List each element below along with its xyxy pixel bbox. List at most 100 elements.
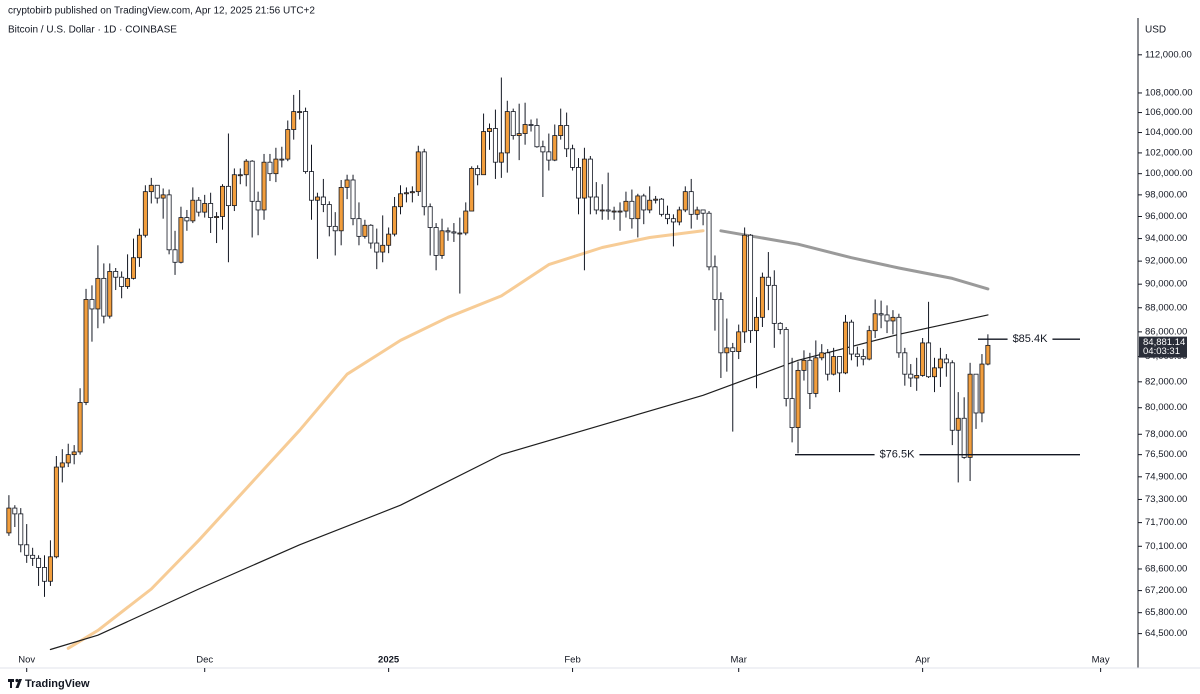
y-tick-label: 104,000.00	[1145, 127, 1193, 138]
candle-body	[890, 316, 896, 322]
candle-body	[386, 233, 392, 246]
candle-body	[605, 209, 611, 212]
candle-body	[119, 276, 125, 287]
published-note: cryptobirb published on TradingView.com,…	[8, 6, 315, 17]
y-tick-label: 82,000.00	[1145, 376, 1187, 387]
candle-body	[558, 125, 564, 136]
candle-body	[516, 133, 522, 136]
candle-body	[504, 111, 510, 154]
y-tick-label: 92,000.00	[1145, 256, 1187, 267]
y-tick-label: 100,000.00	[1145, 168, 1193, 179]
candle-body	[837, 356, 843, 374]
candle-body	[36, 557, 42, 568]
candle-body	[985, 344, 991, 365]
candle-body	[12, 507, 18, 515]
candle-body	[896, 316, 902, 354]
candle-body	[783, 329, 789, 399]
candle-body	[534, 125, 540, 148]
moving-average-line	[66, 229, 705, 650]
candle-body	[59, 462, 65, 468]
candle-body	[736, 331, 742, 352]
candle-body	[77, 402, 83, 453]
candle-body	[943, 358, 949, 364]
candle-body	[670, 218, 676, 223]
candle-body	[706, 212, 712, 268]
candle-body	[83, 299, 89, 403]
candle-body	[291, 111, 297, 130]
candle-body	[279, 158, 285, 161]
y-tick-label: 96,000.00	[1145, 211, 1187, 222]
candle-body	[949, 362, 955, 431]
candle-body	[510, 111, 516, 136]
y-tick-label: 70,100.00	[1145, 541, 1187, 552]
y-tick-label: 90,000.00	[1145, 279, 1187, 290]
candle-body	[344, 179, 350, 188]
candle-body	[617, 210, 623, 213]
candle-body	[65, 454, 71, 464]
candle-body	[267, 161, 273, 175]
candle-body	[297, 111, 303, 113]
candle-body	[522, 124, 528, 134]
candle-body	[487, 128, 492, 132]
y-tick-label: 78,000.00	[1145, 429, 1187, 440]
candle-body	[825, 352, 831, 375]
candle-body	[843, 321, 848, 374]
candle-body	[765, 276, 771, 286]
candle-body	[113, 271, 119, 278]
candle-body	[380, 244, 386, 253]
x-tick-label: Nov	[18, 655, 35, 666]
chart-title: Bitcoin / U.S. Dollar · 1D · COINBASE	[8, 25, 177, 36]
brand-logo	[8, 678, 22, 688]
candle-body	[813, 357, 819, 394]
candle-body	[528, 124, 534, 126]
candle-body	[498, 152, 504, 163]
y-tick-label: 76,500.00	[1145, 449, 1187, 460]
candle-body	[125, 277, 131, 287]
candle-body	[142, 191, 148, 236]
candle-body	[564, 125, 570, 150]
candle-body	[392, 206, 398, 235]
candle-body	[398, 193, 403, 208]
x-tick-label: Apr	[915, 655, 930, 666]
y-tick-label: 108,000.00	[1145, 87, 1193, 98]
candle-body	[973, 373, 979, 414]
candle-body	[902, 352, 908, 375]
candle-body	[581, 158, 587, 199]
price-tag-label: 84,881.14	[1143, 337, 1185, 348]
candle-body	[932, 367, 937, 378]
candle-body	[6, 507, 12, 534]
candle-body	[724, 347, 730, 354]
candle-body	[433, 227, 439, 256]
countdown-label: 04:03:31	[1143, 346, 1180, 357]
candle-body	[196, 199, 202, 213]
y-tick-label: 65,800.00	[1145, 607, 1187, 618]
candle-body	[955, 417, 961, 431]
candle-body	[688, 191, 694, 215]
candle-body	[136, 234, 142, 259]
candle-body	[214, 216, 220, 218]
candle-body	[593, 196, 599, 211]
y-tick-label: 94,000.00	[1145, 233, 1187, 244]
candle-body	[71, 451, 77, 456]
candle-body	[759, 276, 765, 318]
candle-body	[314, 196, 320, 201]
candle-body	[914, 375, 920, 379]
candle-body	[742, 234, 748, 333]
y-tick-label: 67,200.00	[1145, 585, 1187, 596]
candle-body	[599, 209, 605, 212]
candle-body	[184, 217, 190, 222]
candle-body	[451, 231, 457, 234]
candle-body	[682, 191, 688, 211]
y-tick-label: 80,000.00	[1145, 402, 1187, 413]
candle-body	[249, 160, 255, 202]
candle-body	[979, 363, 985, 414]
candle-body	[243, 160, 249, 176]
candle-body	[107, 271, 113, 317]
y-tick-label: 86,000.00	[1145, 326, 1187, 337]
candle-body	[261, 161, 267, 211]
candle-body	[368, 224, 374, 244]
candle-body	[30, 554, 36, 559]
x-tick-label: Dec	[196, 655, 213, 666]
candle-body	[89, 299, 95, 310]
candle-body	[967, 373, 973, 458]
